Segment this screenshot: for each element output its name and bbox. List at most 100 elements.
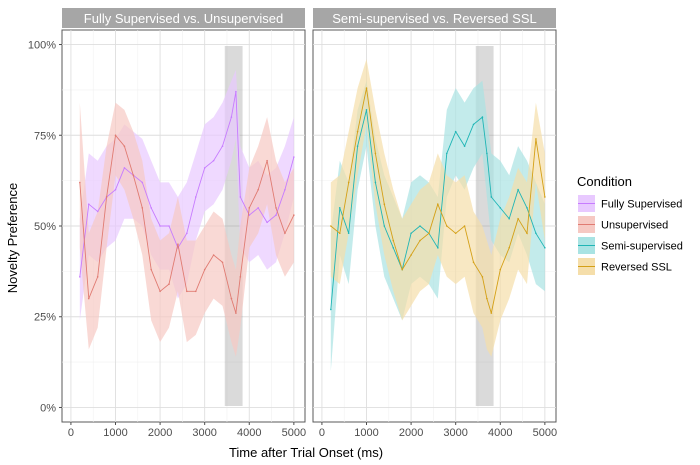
data-point-semi-supervised: [392, 246, 395, 249]
data-point-reversed-ssl: [463, 225, 466, 227]
series-line-fully-supervised: [79, 91, 295, 277]
data-point-unsupervised: [105, 196, 108, 198]
data-point-semi-supervised: [481, 116, 484, 118]
data-point-fully-supervised: [159, 225, 161, 227]
data-point-fully-supervised: [257, 207, 259, 209]
data-point-fully-supervised: [123, 167, 126, 169]
x-tick-label: 2000: [399, 427, 423, 439]
data-point-reversed-ssl: [535, 138, 537, 140]
ribbon-reversed-ssl: [330, 59, 545, 357]
ribbon-unsupervised: [79, 102, 294, 357]
data-point-reversed-ssl: [454, 232, 457, 235]
x-tick-label: 0: [68, 427, 74, 439]
data-point-reversed-ssl: [490, 312, 493, 314]
data-point-unsupervised: [257, 188, 259, 191]
legend-title: Condition: [577, 174, 632, 189]
data-point-reversed-ssl: [526, 232, 528, 235]
data-point-unsupervised: [96, 276, 99, 278]
data-point-unsupervised: [203, 268, 206, 271]
panel-title: Fully Supervised vs. Unsupervised: [84, 11, 283, 26]
data-point-unsupervised: [168, 283, 170, 285]
data-point-fully-supervised: [203, 167, 206, 169]
series-line-reversed-ssl: [330, 88, 546, 314]
data-point-unsupervised: [266, 159, 268, 162]
data-point-reversed-ssl: [419, 239, 421, 242]
data-point-unsupervised: [159, 290, 161, 293]
data-point-fully-supervised: [194, 196, 197, 198]
data-point-reversed-ssl: [330, 225, 332, 227]
y-axis: 0% 25% 50% 75% 100%: [28, 40, 62, 414]
series-line-semi-supervised: [330, 109, 546, 310]
data-point-unsupervised: [150, 268, 152, 271]
data-point-reversed-ssl: [356, 130, 359, 133]
strip-background: [313, 8, 556, 28]
data-point-unsupervised: [194, 290, 197, 293]
data-point-fully-supervised: [87, 203, 90, 206]
x-tick-label: 2000: [148, 427, 172, 439]
data-point-unsupervised: [87, 297, 90, 300]
data-point-fully-supervised: [79, 276, 81, 278]
x-axis: 0 1000 2000 3000 4000 5000 0 1000 2000 3000 4000 50…: [68, 422, 557, 439]
data-point-semi-supervised: [526, 207, 528, 209]
legend-label: Unsupervised: [601, 220, 668, 232]
data-point-semi-supervised: [454, 130, 457, 133]
data-point-semi-supervised: [472, 123, 475, 126]
data-point-reversed-ssl: [401, 268, 403, 271]
data-point-semi-supervised: [445, 152, 448, 155]
data-point-semi-supervised: [499, 207, 502, 209]
data-point-semi-supervised: [365, 109, 368, 111]
data-point-fully-supervised: [212, 159, 215, 162]
data-point-unsupervised: [235, 312, 237, 314]
legend-label: Reversed SSL: [601, 262, 672, 274]
x-axis-title: Time after Trial Onset (ms): [229, 445, 383, 460]
data-point-semi-supervised: [544, 246, 546, 249]
legend-label: Semi-supervised: [601, 241, 683, 253]
data-point-semi-supervised: [517, 188, 519, 191]
x-tick-label: 1000: [103, 427, 127, 439]
data-point-reversed-ssl: [383, 203, 386, 206]
data-point-fully-supervised: [248, 214, 251, 216]
x-tick-label: 4000: [488, 427, 512, 439]
data-point-fully-supervised: [266, 221, 268, 224]
data-point-unsupervised: [177, 243, 179, 245]
legend-key-unsupervised: Unsupervised: [578, 216, 668, 233]
data-point-semi-supervised: [508, 217, 510, 220]
data-point-unsupervised: [239, 276, 242, 278]
data-point-reversed-ssl: [428, 232, 430, 235]
data-point-semi-supervised: [419, 225, 421, 227]
data-point-unsupervised: [132, 174, 135, 176]
y-tick-label: 100%: [28, 40, 56, 52]
data-point-semi-supervised: [347, 232, 350, 235]
data-point-unsupervised: [284, 232, 286, 235]
data-point-reversed-ssl: [486, 297, 488, 300]
data-point-semi-supervised: [383, 225, 386, 227]
data-point-reversed-ssl: [347, 181, 350, 184]
legend-key-fully-supervised: Fully Supervised: [578, 195, 682, 212]
data-point-semi-supervised: [486, 152, 488, 155]
panel-semi-supervised-vs-reversed-ssl: Semi-supervised vs. Reversed SSL: [312, 8, 557, 423]
data-point-reversed-ssl: [499, 268, 502, 271]
data-point-reversed-ssl: [445, 225, 448, 227]
y-tick-label: 25%: [34, 312, 56, 324]
data-point-reversed-ssl: [437, 203, 439, 206]
data-point-semi-supervised: [437, 246, 439, 249]
data-point-reversed-ssl: [392, 239, 395, 242]
data-point-reversed-ssl: [374, 152, 377, 155]
panel-title: Semi-supervised vs. Reversed SSL: [332, 11, 536, 26]
data-point-reversed-ssl: [472, 261, 475, 264]
data-point-fully-supervised: [168, 225, 170, 227]
data-point-semi-supervised: [356, 145, 359, 147]
data-point-fully-supervised: [221, 145, 224, 147]
data-point-unsupervised: [123, 145, 126, 147]
y-tick-label: 75%: [34, 130, 56, 142]
data-point-fully-supervised: [235, 90, 237, 93]
data-point-semi-supervised: [490, 196, 493, 198]
data-point-semi-supervised: [330, 308, 332, 311]
x-tick-label: 5000: [282, 427, 306, 439]
x-tick-label: 5000: [533, 427, 557, 439]
data-point-reversed-ssl: [508, 246, 510, 249]
legend-key-semi-supervised: Semi-supervised: [578, 237, 683, 254]
data-point-reversed-ssl: [481, 276, 484, 278]
x-tick-label: 1000: [354, 427, 378, 439]
